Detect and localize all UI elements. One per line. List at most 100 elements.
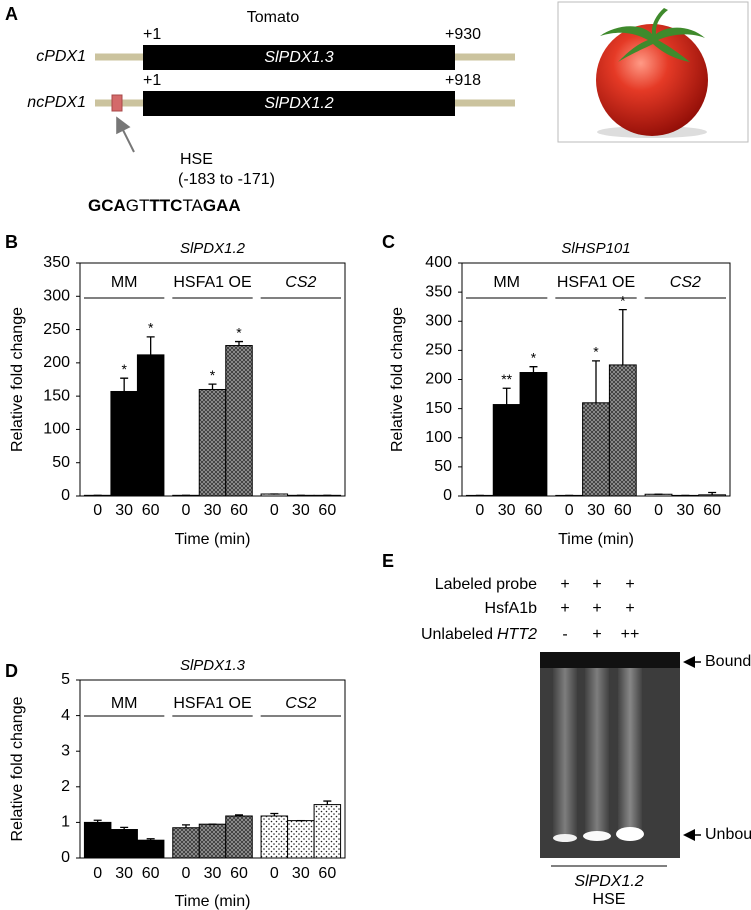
y-tick-label: 50: [434, 458, 452, 475]
x-tick-label: 0: [654, 502, 663, 519]
y-tick-label: 200: [425, 371, 452, 388]
y-tick-label: 4: [61, 707, 70, 724]
y-tick-label: 150: [425, 400, 452, 417]
error-bar: [146, 336, 155, 355]
row-label: ncPDX1: [27, 94, 86, 111]
hse-arrow: [116, 116, 135, 153]
x-axis-label: Time (min): [175, 531, 251, 548]
x-tick-label: 30: [204, 865, 222, 882]
x-tick-label: 60: [142, 502, 160, 519]
bar: [136, 354, 165, 497]
error-bar: [182, 824, 190, 828]
band-label: Unbound: [705, 826, 751, 843]
group-label: MM: [111, 274, 138, 291]
bar: [225, 815, 253, 859]
y-tick-label: 300: [43, 288, 70, 305]
x-tick-label: 0: [93, 865, 102, 882]
row-label-italic: HTT2: [497, 626, 537, 643]
x-tick-label: 0: [475, 502, 484, 519]
y-tick-label: 200: [43, 354, 70, 371]
caption-gene: SlPDX1.2: [574, 873, 643, 890]
error-bar: [618, 308, 627, 365]
bar: [172, 827, 200, 859]
bar: [136, 839, 165, 859]
caption-element: HSE: [593, 891, 626, 908]
y-tick-label: 50: [52, 454, 70, 471]
bar: [225, 345, 253, 497]
lane-symbol: +: [592, 626, 601, 643]
error-bar: [235, 814, 243, 816]
error-bar: [235, 340, 243, 346]
bar: [83, 821, 112, 859]
panel-letter: A: [5, 4, 18, 24]
bar: [582, 402, 610, 497]
end-label: +918: [445, 72, 481, 89]
error-bar: [502, 387, 511, 405]
bar: [110, 829, 138, 859]
bar: [608, 364, 637, 497]
significance: *: [620, 292, 626, 308]
lane-symbol: ++: [621, 626, 640, 643]
x-axis-label: Time (min): [175, 893, 251, 910]
y-axis-label: Relative fold change: [9, 307, 26, 452]
row-label: Unlabeled HTT2: [421, 626, 537, 643]
lane-symbol: +: [560, 600, 569, 617]
bar: [287, 820, 315, 859]
panel-letter: C: [382, 232, 395, 252]
error-bar: [529, 366, 538, 373]
group-label: MM: [493, 274, 520, 291]
significance: *: [236, 324, 242, 340]
gene-body: [143, 45, 455, 70]
y-tick-label: 0: [61, 487, 70, 504]
group-label: CS2: [285, 695, 316, 712]
panel-letter: E: [382, 551, 394, 571]
y-tick-label: 2: [61, 778, 70, 795]
lane-symbol: +: [625, 576, 634, 593]
hse-box: [111, 94, 123, 112]
tomato-photo: [557, 1, 749, 143]
bar: [260, 815, 289, 859]
x-tick-label: 0: [182, 502, 191, 519]
error-bar: [323, 800, 332, 805]
y-axis-label: Relative fold change: [9, 696, 26, 841]
significance: *: [148, 320, 154, 336]
bar: [492, 404, 521, 497]
group-label: CS2: [670, 274, 701, 291]
x-tick-label: 60: [318, 865, 336, 882]
significance: *: [531, 349, 537, 365]
group-label: CS2: [285, 274, 316, 291]
x-tick-label: 30: [498, 502, 516, 519]
x-tick-label: 60: [142, 865, 160, 882]
bar: [198, 823, 227, 859]
gene-label: SlPDX1.2: [264, 95, 333, 112]
x-axis-label: Time (min): [558, 531, 634, 548]
panel-letter: D: [5, 661, 18, 681]
y-tick-label: 0: [443, 487, 452, 504]
group-label: HSFA1 OE: [173, 274, 251, 291]
hse-label: HSE: [180, 151, 213, 168]
y-tick-label: 350: [43, 254, 70, 271]
y-tick-label: 400: [425, 254, 452, 271]
x-tick-label: 0: [270, 865, 279, 882]
y-tick-label: 100: [43, 421, 70, 438]
error-bar: [120, 826, 129, 830]
chart-title: SlHSP101: [561, 240, 630, 257]
bar: [198, 388, 227, 497]
x-tick-label: 60: [614, 502, 632, 519]
significance: *: [593, 344, 599, 360]
gene-body: [143, 91, 455, 116]
y-tick-label: 100: [425, 429, 452, 446]
significance: *: [210, 367, 216, 383]
y-tick-label: 300: [425, 312, 452, 329]
row-label: Labeled probe: [435, 576, 537, 593]
error-bar: [93, 819, 102, 823]
sequence-part: TA: [182, 196, 203, 215]
lane-symbol: +: [560, 576, 569, 593]
gene-label: SlPDX1.3: [264, 49, 333, 66]
x-tick-label: 0: [270, 502, 279, 519]
x-tick-label: 60: [703, 502, 721, 519]
plot-frame: [79, 262, 346, 497]
sequence-part: TTC: [149, 196, 182, 215]
sequence-part: GAA: [203, 196, 241, 215]
